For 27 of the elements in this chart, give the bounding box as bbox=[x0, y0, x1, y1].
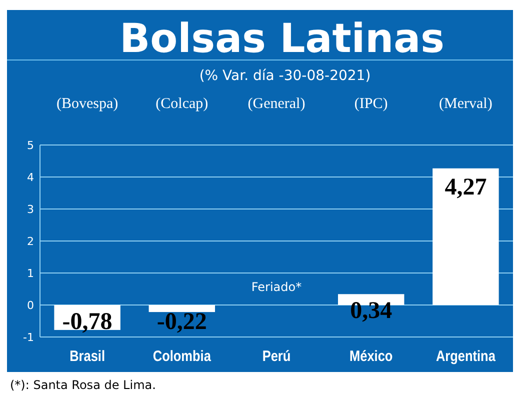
y-tick-label: 2 bbox=[27, 234, 34, 248]
y-tick-label: 3 bbox=[27, 202, 34, 216]
y-tick-label: -1 bbox=[23, 330, 34, 344]
data-label: -0,78 bbox=[62, 309, 112, 335]
y-tick-label: 4 bbox=[27, 170, 34, 184]
text: (Colcap) bbox=[156, 96, 208, 112]
x-tick-label: Perú bbox=[262, 346, 291, 364]
chart-subtitle: (% Var. día -30-08-2021) bbox=[199, 68, 371, 84]
bar bbox=[148, 305, 216, 312]
x-tick-label: Colombia bbox=[152, 346, 212, 364]
data-label: 4,27 bbox=[444, 174, 487, 200]
x-tick-label: Brasil bbox=[70, 346, 106, 364]
x-tick-label: Argentina bbox=[436, 346, 496, 364]
text: (Bovespa) bbox=[56, 96, 118, 112]
bar bbox=[432, 168, 499, 305]
y-tick-label: 0 bbox=[27, 298, 34, 312]
x-tick-label: México bbox=[350, 346, 393, 364]
text: (Merval) bbox=[439, 96, 492, 112]
y-tick-label: 1 bbox=[27, 266, 34, 280]
data-label: 0,34 bbox=[350, 298, 392, 324]
annotation: Feriado* bbox=[251, 280, 302, 294]
chart-title: Bolsas Latinas bbox=[120, 16, 444, 62]
text: (*): Santa Rosa de Lima. bbox=[10, 378, 156, 392]
text: (General) bbox=[248, 96, 306, 112]
text: (IPC) bbox=[354, 96, 388, 112]
y-tick-label: 5 bbox=[27, 138, 34, 152]
data-label: -0,22 bbox=[156, 309, 207, 335]
